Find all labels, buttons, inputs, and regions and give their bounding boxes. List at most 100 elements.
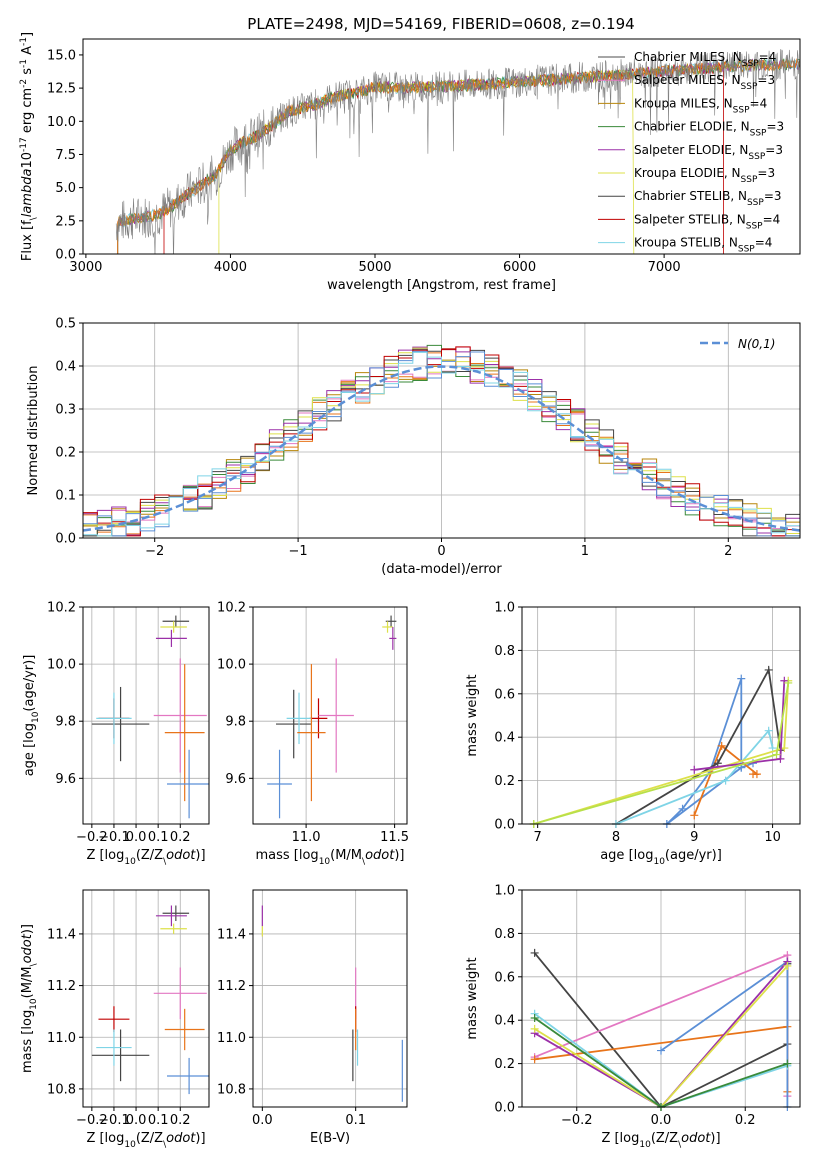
mass-weight-line <box>534 1012 788 1107</box>
y-tick-label: 1.0 <box>494 601 515 616</box>
x-axis-label: age [log10(age/yr)] <box>600 848 722 867</box>
normal-distribution-curve <box>82 365 801 532</box>
residual-histogram <box>83 351 800 537</box>
x-tick-label: 1 <box>581 544 589 559</box>
x-axis-label: Z [log10(Z/Z\odot)] <box>601 1131 720 1150</box>
mass-weight-line <box>615 667 782 824</box>
legend-label: Salpeter ELODIE, NSSP=3 <box>634 143 783 162</box>
y-tick-label: 10.2 <box>217 601 246 616</box>
x-axis-label: wavelength [Angstrom, rest frame] <box>327 278 556 293</box>
y-tick-label: 10.8 <box>217 1082 246 1097</box>
y-tick-label: 0.6 <box>494 970 515 985</box>
y-tick-label: 10.0 <box>217 658 246 673</box>
y-tick-label: 0.1 <box>55 489 76 504</box>
y-tick-label: 9.6 <box>55 772 76 787</box>
axes-frame <box>252 889 408 1108</box>
mass-weight-marker <box>764 665 773 674</box>
x-tick-label: 11.5 <box>380 830 409 845</box>
x-tick-label: 11.0 <box>292 830 321 845</box>
mass-weight-marker <box>530 1014 539 1023</box>
x-tick-label: 0.2 <box>170 830 191 845</box>
mass-weight-marker <box>776 754 785 763</box>
x-axis-label: Z [log10(Z/Z\odot)] <box>86 848 205 867</box>
legend-label: Salpeter MILES, NSSP=3 <box>634 73 775 92</box>
x-tick-label: 2 <box>724 544 732 559</box>
mass-vs-ebv-panel: 0.0 0.1 10.8 11.0 11.2 11.4 E(B-V) <box>217 889 408 1146</box>
y-tick-label: 0.0 <box>55 532 76 547</box>
x-tick-label: 8 <box>612 830 620 845</box>
figure-title: PLATE=2498, MJD=54169, FIBERID=0608, z=0… <box>247 15 634 33</box>
x-tick-label: 0.2 <box>735 1113 756 1128</box>
x-tick-label: 9 <box>690 830 698 845</box>
mass-weight-marker <box>657 1046 665 1055</box>
y-tick-label: 7.5 <box>55 148 76 163</box>
y-tick-label: 15.0 <box>47 48 76 63</box>
y-tick-label: 0.8 <box>494 644 515 659</box>
weight-vs-age-panel: 7 8 9 10 0.0 0.2 0.4 0.6 0.8 1.0 age [log10(age/yr… <box>465 601 801 867</box>
x-tick-label: 0.0 <box>126 830 147 845</box>
x-tick-label: 0.1 <box>148 1113 169 1128</box>
mass-weight-marker <box>530 1024 539 1033</box>
x-tick-label: 0 <box>437 544 445 559</box>
y-tick-label: 0.4 <box>494 1014 515 1029</box>
y-tick-label: 0.0 <box>55 248 76 263</box>
mass-weight-marker <box>749 770 758 779</box>
mass-weight-marker <box>780 676 789 685</box>
mass-weight-marker <box>690 811 699 820</box>
x-tick-label: −0.1 <box>98 830 130 845</box>
legend-label: N(0,1) <box>738 337 775 351</box>
age-vs-mass-panel: 11.0 11.5 9.6 9.8 10.0 10.2 mass [log10(M/M\od… <box>217 601 409 868</box>
y-tick-label: 11.2 <box>217 979 246 994</box>
mass-weight-marker <box>530 1055 539 1064</box>
spectrum-panel: 3000 4000 5000 6000 7000 0.0 2.5 5.0 7.5 10.0 12.5… <box>19 32 801 293</box>
legend-label: Kroupa STELIB, NSSP=4 <box>634 236 772 255</box>
y-tick-label: 0.0 <box>494 818 515 833</box>
y-tick-label: 0.6 <box>494 687 515 702</box>
x-tick-label: −1 <box>289 544 308 559</box>
x-tick-label: 3000 <box>69 260 102 275</box>
mass-weight-marker <box>783 1059 792 1068</box>
x-axis-label: (data-model)/error <box>381 562 502 577</box>
y-tick-label: 0.8 <box>494 927 515 942</box>
mass-weight-marker <box>721 776 730 785</box>
y-tick-label: 12.5 <box>47 82 76 97</box>
mass-weight-marker <box>783 961 792 970</box>
mass-weight-marker <box>764 726 773 735</box>
y-tick-label: 1.0 <box>494 884 515 899</box>
x-tick-label: 4000 <box>214 260 247 275</box>
mass-vs-metallicity-panel: −0.2−0.10.0 0.1 0.2 10.8 11.0 11.2 11.4 Z [log1… <box>20 889 210 1150</box>
axes-frame <box>521 606 801 825</box>
mass-weight-marker <box>678 804 687 813</box>
legend-label: Chabrier STELIB, NSSP=3 <box>634 189 782 208</box>
y-axis-label: Normed distribution <box>26 366 41 496</box>
axes-frame <box>521 889 801 1108</box>
mass-weight-line <box>534 961 789 1107</box>
y-tick-label: 10.0 <box>47 658 76 673</box>
y-tick-label: 10.2 <box>47 601 76 616</box>
y-axis-label: Flux [f\lambda10-17 erg cm-2 s-1 A-1] <box>19 32 39 261</box>
axes-frame <box>82 889 210 1108</box>
mass-weight-marker <box>690 765 699 774</box>
y-tick-label: 0.5 <box>55 317 76 332</box>
y-tick-label: 11.4 <box>217 927 246 942</box>
x-tick-label: 5000 <box>358 260 391 275</box>
weight-vs-metallicity-panel: −0.2 0.0 0.2 0.0 0.2 0.4 0.6 0.8 1.0 Z [log10(Z/Z… <box>465 884 801 1150</box>
axes-frame <box>82 38 801 255</box>
legend-label: Chabrier MILES, NSSP=4 <box>634 50 776 69</box>
legend-label: Kroupa ELODIE, NSSP=3 <box>634 166 775 185</box>
y-tick-label: 0.4 <box>55 360 76 375</box>
y-axis-label: age [log10(age/yr)] <box>22 655 41 777</box>
x-axis-label: mass [log10(M/M\odot)] <box>255 848 404 867</box>
x-tick-label: 0.2 <box>170 1113 191 1128</box>
x-axis-label: Z [log10(Z/Z\odot)] <box>86 1131 205 1150</box>
x-tick-label: 10 <box>764 830 781 845</box>
x-axis-label: E(B-V) <box>310 1131 350 1146</box>
y-tick-label: 11.2 <box>47 979 76 994</box>
y-tick-label: 9.6 <box>225 772 246 787</box>
y-tick-label: 10.8 <box>47 1082 76 1097</box>
mass-weight-line <box>534 965 789 1107</box>
axes-frame <box>82 606 210 825</box>
mass-weight-marker <box>772 750 781 759</box>
y-tick-label: 11.0 <box>217 1031 246 1046</box>
